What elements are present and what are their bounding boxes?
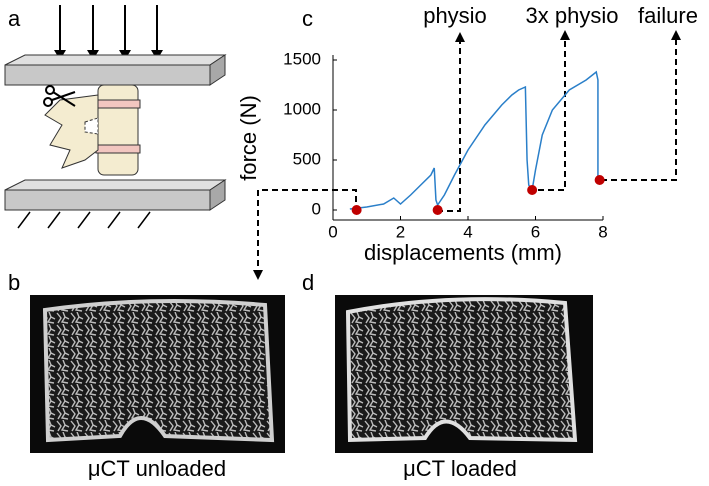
ct-bone	[345, 297, 578, 443]
point-marker	[594, 175, 605, 185]
x-tick-label: 2	[396, 222, 405, 241]
caption: μCT loaded	[403, 456, 517, 481]
panel-label: c	[302, 6, 313, 31]
annotation: 3x physio	[526, 3, 619, 28]
data-line	[349, 70, 599, 210]
y-tick-label: 0	[312, 199, 321, 218]
ct-bone	[42, 299, 275, 443]
panel-label: b	[8, 270, 20, 295]
annotation: physio	[423, 3, 487, 28]
x-axis-label: displacements (mm)	[364, 240, 562, 265]
y-tick-label: 1000	[283, 99, 321, 118]
panel-label: a	[8, 6, 21, 31]
point-marker	[527, 185, 538, 195]
x-tick-label: 0	[328, 222, 337, 241]
x-tick-label: 4	[463, 222, 472, 241]
y-tick-label: 1500	[283, 49, 321, 68]
x-tick-label: 6	[531, 222, 540, 241]
panel-label: d	[302, 270, 314, 295]
point-marker	[351, 205, 362, 215]
point-marker	[432, 205, 443, 215]
y-axis-label: force (N)	[236, 95, 261, 181]
y-tick-label: 500	[293, 149, 321, 168]
annotation: failure	[638, 3, 698, 28]
caption: μCT unloaded	[88, 456, 226, 481]
callout-arrows	[253, 30, 681, 280]
compression-sketch	[4, 5, 227, 229]
x-tick-label: 8	[598, 222, 607, 241]
